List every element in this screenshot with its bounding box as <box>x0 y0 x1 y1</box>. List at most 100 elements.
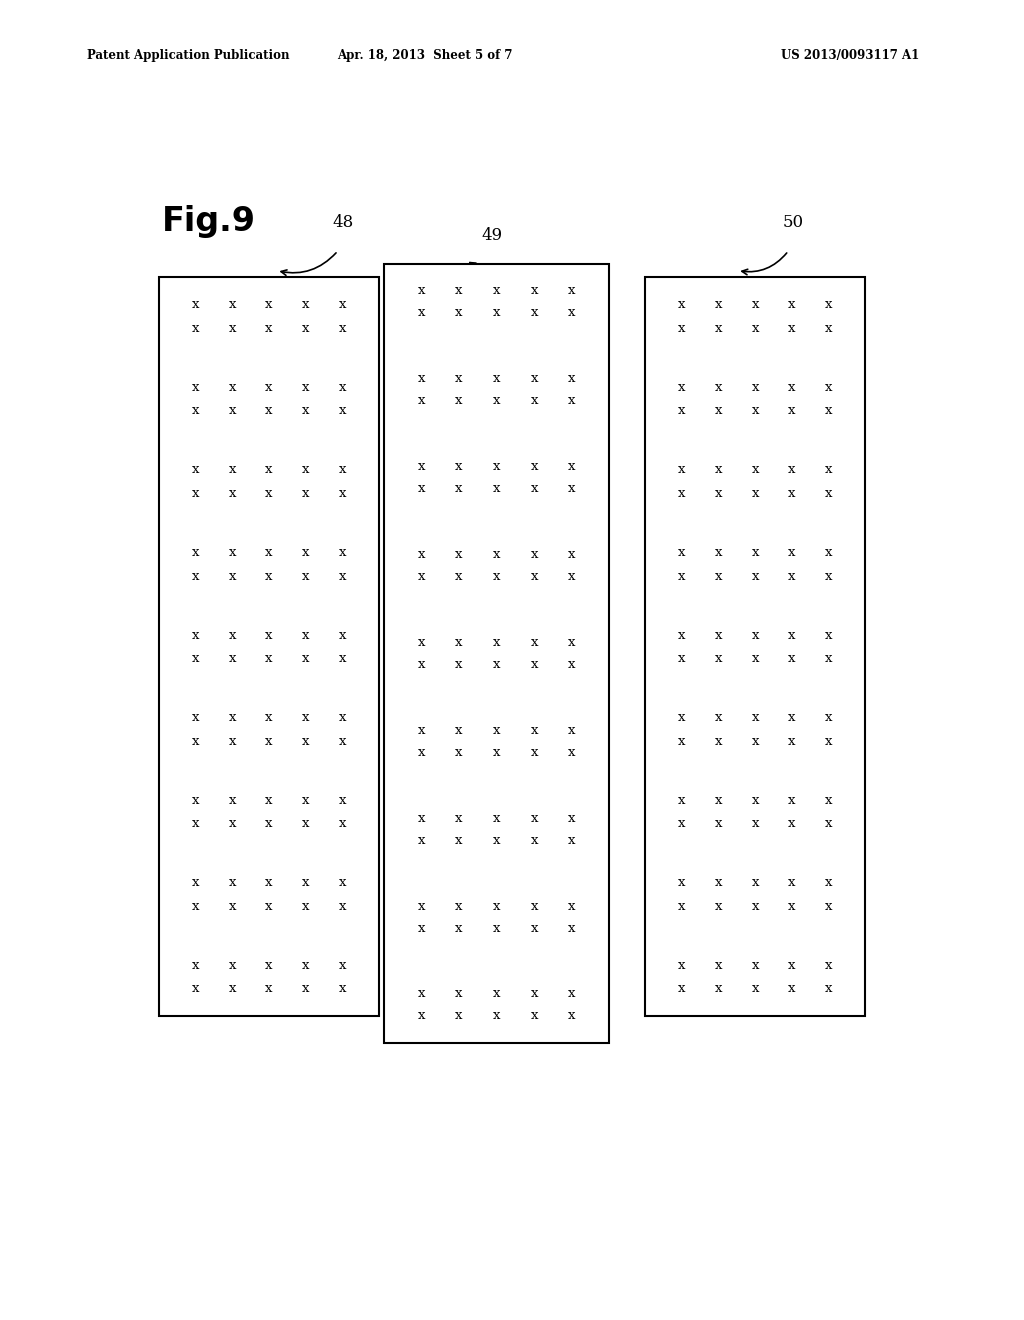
Text: x: x <box>788 322 796 335</box>
Text: x: x <box>715 958 722 972</box>
Text: x: x <box>530 834 538 846</box>
Text: x: x <box>302 569 309 582</box>
Text: x: x <box>752 652 759 665</box>
Text: x: x <box>338 487 346 500</box>
Text: x: x <box>568 812 575 825</box>
Text: x: x <box>338 546 346 558</box>
Text: x: x <box>530 657 538 671</box>
Text: x: x <box>788 298 796 312</box>
Text: x: x <box>228 569 236 582</box>
Text: x: x <box>228 546 236 558</box>
Text: x: x <box>418 482 425 495</box>
Text: x: x <box>678 487 686 500</box>
Text: x: x <box>715 711 722 725</box>
Text: x: x <box>788 817 796 830</box>
Text: x: x <box>191 628 200 642</box>
Text: x: x <box>456 306 463 319</box>
Text: Apr. 18, 2013  Sheet 5 of 7: Apr. 18, 2013 Sheet 5 of 7 <box>337 49 513 62</box>
Text: x: x <box>228 298 236 312</box>
Text: x: x <box>302 982 309 995</box>
Text: US 2013/0093117 A1: US 2013/0093117 A1 <box>780 49 920 62</box>
Text: x: x <box>715 793 722 807</box>
Text: x: x <box>191 817 200 830</box>
Text: x: x <box>752 628 759 642</box>
Text: x: x <box>715 463 722 477</box>
Text: x: x <box>824 404 833 417</box>
Text: x: x <box>752 876 759 890</box>
Text: x: x <box>265 958 272 972</box>
Text: x: x <box>418 636 425 649</box>
Text: x: x <box>228 958 236 972</box>
Text: x: x <box>265 735 272 747</box>
Text: x: x <box>302 381 309 393</box>
Text: x: x <box>530 723 538 737</box>
Text: x: x <box>418 395 425 407</box>
Text: x: x <box>456 636 463 649</box>
Text: x: x <box>338 735 346 747</box>
Text: x: x <box>418 284 425 297</box>
Text: x: x <box>678 404 686 417</box>
Text: x: x <box>338 793 346 807</box>
Text: x: x <box>228 793 236 807</box>
Text: x: x <box>338 876 346 890</box>
Text: x: x <box>678 463 686 477</box>
Text: x: x <box>824 569 833 582</box>
Text: x: x <box>752 322 759 335</box>
Text: x: x <box>191 381 200 393</box>
Text: Fig.9: Fig.9 <box>162 205 256 238</box>
Text: x: x <box>715 817 722 830</box>
Text: x: x <box>788 711 796 725</box>
Text: x: x <box>228 900 236 912</box>
Text: x: x <box>191 546 200 558</box>
Text: x: x <box>493 921 501 935</box>
Text: x: x <box>302 735 309 747</box>
Text: x: x <box>302 628 309 642</box>
Text: x: x <box>752 463 759 477</box>
Text: x: x <box>493 834 501 846</box>
Text: x: x <box>715 298 722 312</box>
Text: x: x <box>265 569 272 582</box>
Text: x: x <box>191 982 200 995</box>
Text: x: x <box>752 982 759 995</box>
Text: x: x <box>568 482 575 495</box>
Text: x: x <box>418 834 425 846</box>
Text: x: x <box>338 569 346 582</box>
Text: x: x <box>456 372 463 385</box>
Text: x: x <box>752 381 759 393</box>
Text: x: x <box>788 463 796 477</box>
Text: x: x <box>715 652 722 665</box>
Text: x: x <box>456 812 463 825</box>
Text: x: x <box>824 793 833 807</box>
Text: x: x <box>228 982 236 995</box>
Text: x: x <box>191 298 200 312</box>
Text: x: x <box>530 482 538 495</box>
Text: x: x <box>228 381 236 393</box>
Text: x: x <box>568 834 575 846</box>
Text: x: x <box>265 652 272 665</box>
Text: x: x <box>530 900 538 912</box>
Text: 48: 48 <box>333 214 353 231</box>
Text: x: x <box>456 987 463 1001</box>
Text: x: x <box>265 463 272 477</box>
Text: x: x <box>228 735 236 747</box>
Text: x: x <box>493 812 501 825</box>
Text: x: x <box>715 322 722 335</box>
Text: x: x <box>456 921 463 935</box>
Text: x: x <box>824 982 833 995</box>
Text: x: x <box>456 1010 463 1023</box>
Text: x: x <box>418 306 425 319</box>
Text: x: x <box>824 298 833 312</box>
Text: x: x <box>418 900 425 912</box>
Text: x: x <box>302 817 309 830</box>
Text: x: x <box>191 404 200 417</box>
Text: x: x <box>715 546 722 558</box>
Text: x: x <box>568 723 575 737</box>
Text: x: x <box>338 900 346 912</box>
Text: x: x <box>568 548 575 561</box>
Text: x: x <box>456 482 463 495</box>
Text: x: x <box>788 628 796 642</box>
Text: x: x <box>568 284 575 297</box>
Text: x: x <box>493 746 501 759</box>
Text: x: x <box>265 982 272 995</box>
Text: x: x <box>265 546 272 558</box>
